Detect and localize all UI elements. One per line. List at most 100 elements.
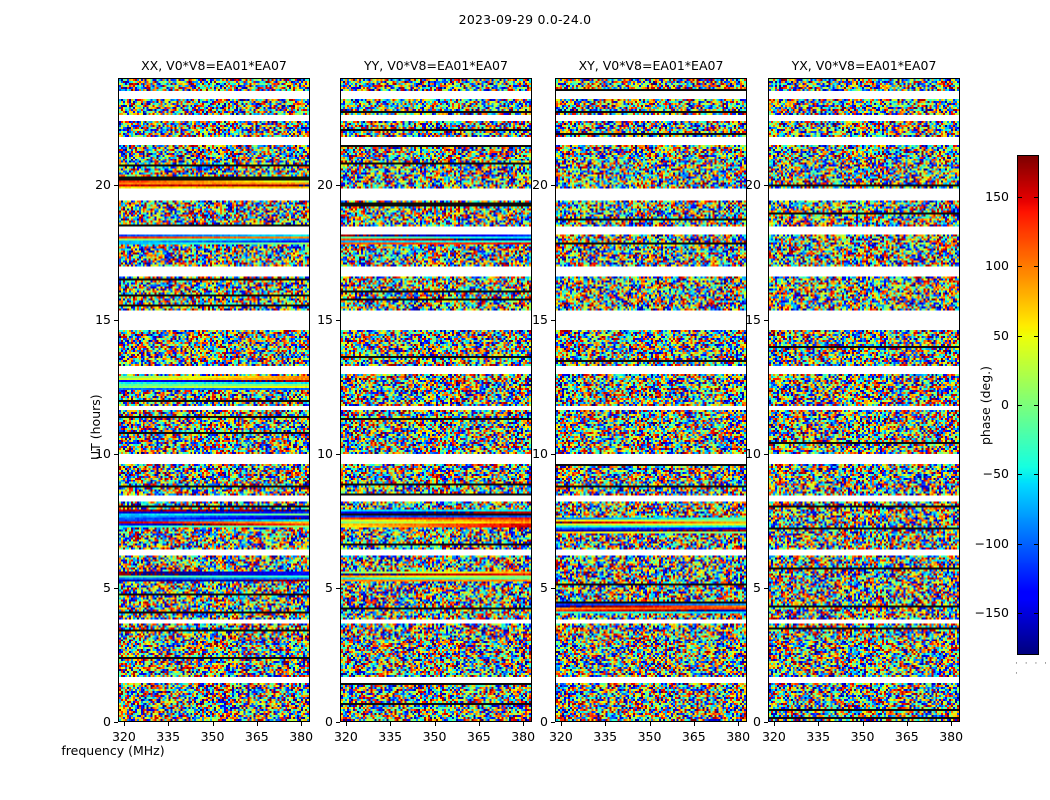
y-tick-label: 0	[325, 714, 333, 729]
colorbar-tick-mark	[1034, 613, 1039, 615]
x-tick-mark	[256, 722, 258, 726]
phase-panel-xy[interactable]	[555, 78, 747, 722]
phase-waterfall-xy	[556, 79, 746, 721]
x-tick-label: 320	[111, 729, 136, 744]
x-tick-mark	[951, 722, 953, 726]
x-tick-mark	[123, 722, 125, 726]
colorbar-tick-mark	[1034, 266, 1039, 268]
colorbar-tick-label: 150	[985, 188, 1009, 204]
x-tick-mark	[168, 722, 170, 726]
y-axis-label: UT (hours)	[88, 394, 103, 460]
y-tick-mark	[336, 722, 340, 723]
x-tick-label: 365	[244, 729, 269, 744]
y-tick-mark	[764, 185, 768, 187]
x-tick-mark	[773, 722, 775, 726]
x-tick-label: 335	[593, 729, 618, 744]
phase-panel-xx[interactable]	[118, 78, 310, 722]
phase-waterfall-yy	[341, 79, 531, 721]
y-tick-label: 0	[753, 714, 761, 729]
x-tick-mark	[560, 722, 562, 726]
colorbar-tick-mark	[1017, 405, 1022, 406]
y-tick-mark	[764, 319, 768, 321]
phase-waterfall-yx	[769, 79, 959, 721]
colorbar-tick-mark	[1034, 405, 1039, 406]
x-tick-label: 350	[422, 729, 447, 744]
x-tick-label: 380	[939, 729, 964, 744]
y-tick-mark	[336, 319, 340, 321]
colorbar-under-marker: · · · · ·	[1015, 659, 1050, 679]
figure-suptitle: 2023-09-29 0.0-24.0	[458, 12, 592, 27]
y-tick-label: 15	[317, 311, 333, 327]
x-tick-label: 365	[466, 729, 491, 744]
colorbar-tick-label: −100	[974, 535, 1009, 551]
y-tick-label: 20	[532, 177, 548, 193]
colorbar-tick-mark	[1034, 196, 1039, 198]
phase-waterfall-xx	[119, 79, 309, 721]
y-tick-mark	[764, 453, 768, 455]
x-tick-label: 380	[511, 729, 536, 744]
x-tick-mark	[345, 722, 347, 726]
y-tick-mark	[114, 453, 118, 455]
x-tick-label: 380	[289, 729, 314, 744]
x-tick-mark	[390, 722, 392, 726]
x-tick-mark	[818, 722, 820, 726]
y-tick-label: 0	[103, 714, 111, 729]
y-tick-label: 10	[95, 445, 111, 461]
x-tick-mark	[523, 722, 525, 726]
y-tick-label: 5	[540, 579, 548, 595]
y-tick-label: 15	[95, 311, 111, 327]
panel-title-yy: YY, V0*V8=EA01*EA07	[364, 58, 508, 73]
y-tick-mark	[336, 453, 340, 455]
y-tick-mark	[764, 722, 768, 723]
x-tick-mark	[649, 722, 651, 726]
panel-title-yx: YX, V0*V8=EA01*EA07	[791, 58, 937, 73]
y-tick-label: 20	[745, 177, 761, 193]
x-tick-label: 365	[894, 729, 919, 744]
colorbar-tick-mark	[1017, 196, 1022, 198]
panel-data-area	[119, 79, 309, 721]
y-tick-mark	[551, 722, 555, 723]
colorbar-tick-label: 50	[993, 327, 1009, 343]
colorbar-tick-label: 0	[1001, 397, 1009, 412]
panel-data-area	[769, 79, 959, 721]
x-tick-mark	[301, 722, 303, 726]
y-tick-mark	[114, 587, 118, 589]
colorbar-tick-mark	[1017, 335, 1022, 337]
x-tick-mark	[478, 722, 480, 726]
phase-panel-yy[interactable]	[340, 78, 532, 722]
y-tick-label: 5	[325, 579, 333, 595]
x-tick-label: 335	[156, 729, 181, 744]
colorbar-tick-mark	[1017, 266, 1022, 268]
panel-data-area	[341, 79, 531, 721]
x-tick-label: 335	[378, 729, 403, 744]
y-tick-mark	[336, 587, 340, 589]
x-tick-label: 320	[333, 729, 358, 744]
x-tick-label: 320	[761, 729, 786, 744]
colorbar-tick-mark	[1017, 474, 1022, 476]
x-tick-mark	[434, 722, 436, 726]
x-tick-mark	[605, 722, 607, 726]
colorbar-tick-mark	[1017, 613, 1022, 615]
y-tick-mark	[551, 587, 555, 589]
x-tick-label: 350	[637, 729, 662, 744]
y-tick-mark	[336, 185, 340, 187]
y-tick-label: 5	[753, 579, 761, 595]
y-tick-label: 10	[317, 445, 333, 461]
phase-panel-yx[interactable]	[768, 78, 960, 722]
colorbar-gradient	[1018, 156, 1038, 654]
x-tick-mark	[862, 722, 864, 726]
colorbar-tick-mark	[1034, 474, 1039, 476]
colorbar-tick-label: 100	[985, 258, 1009, 274]
x-axis-label: frequency (MHz)	[61, 743, 165, 758]
y-tick-label: 20	[317, 177, 333, 193]
y-tick-label: 20	[95, 177, 111, 193]
colorbar-tick-mark	[1034, 335, 1039, 337]
y-tick-label: 10	[532, 445, 548, 461]
y-tick-mark	[551, 319, 555, 321]
y-tick-mark	[551, 185, 555, 187]
y-tick-label: 0	[540, 714, 548, 729]
panel-title-xx: XX, V0*V8=EA01*EA07	[141, 58, 287, 73]
y-tick-mark	[114, 722, 118, 723]
colorbar-tick-mark	[1017, 543, 1022, 545]
